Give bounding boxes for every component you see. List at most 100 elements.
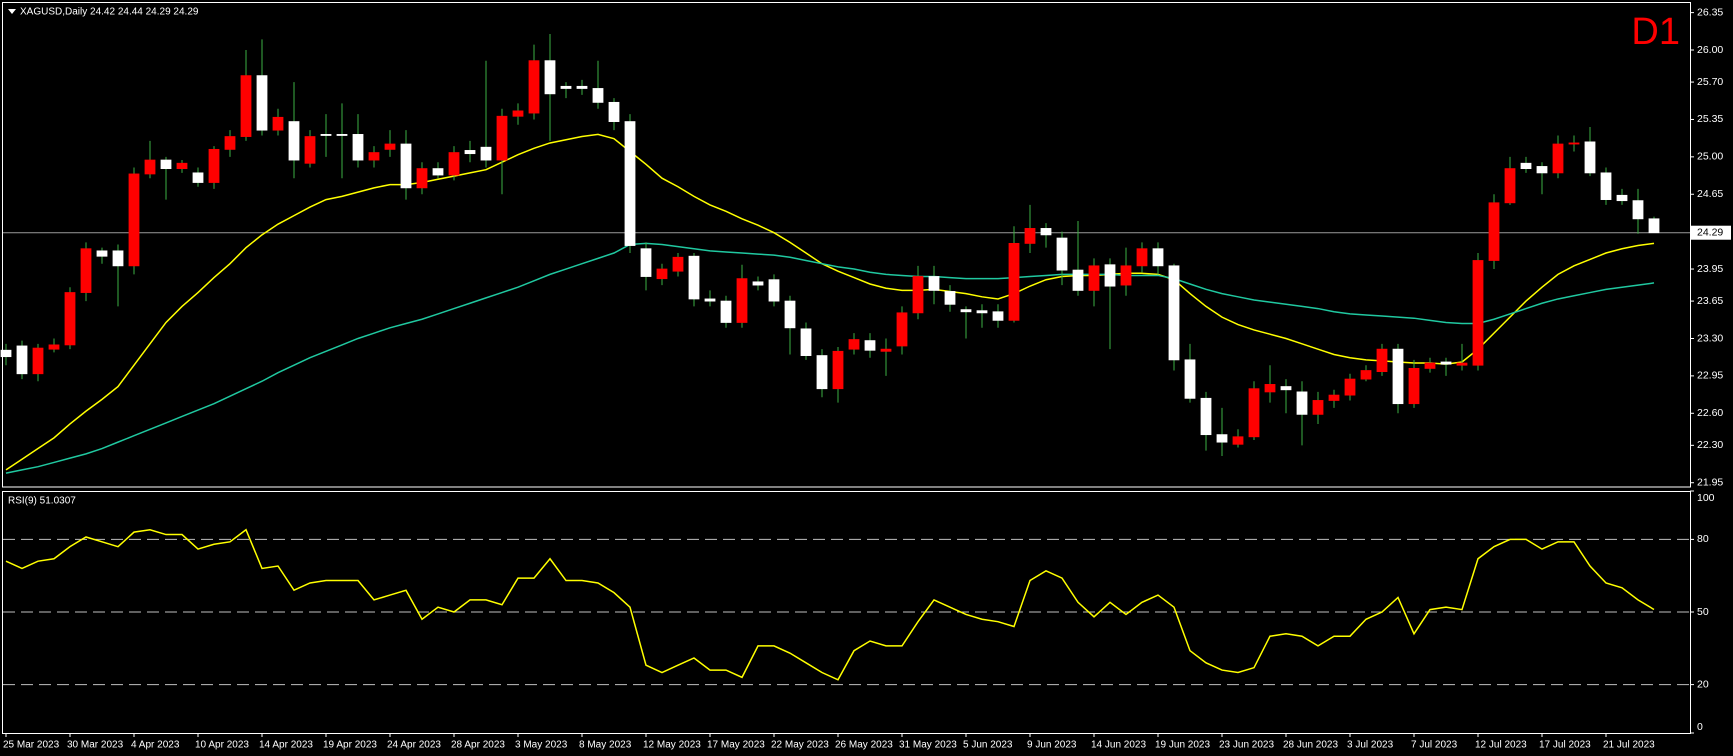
bearish-candle-body [16, 345, 28, 375]
bullish-candle-body [384, 143, 396, 150]
x-tick-label: 3 Jul 2023 [1347, 740, 1394, 751]
bearish-candle-body [1584, 141, 1596, 174]
bearish-candle-body [96, 250, 108, 257]
bearish-candle-body [192, 172, 204, 183]
bullish-candle-body [512, 110, 524, 117]
x-tick-label: 22 May 2023 [771, 740, 829, 751]
bearish-candle-body [464, 150, 476, 155]
bullish-candle-body [224, 136, 236, 150]
bearish-candle-body [800, 328, 812, 356]
x-tick-label: 4 Apr 2023 [131, 740, 180, 751]
bearish-candle-body [0, 349, 12, 358]
bearish-candle-body [1040, 228, 1052, 236]
bullish-candle-body [1232, 436, 1244, 445]
symbol-menu-arrow[interactable] [8, 9, 16, 14]
bullish-candle-body [1344, 378, 1356, 396]
bearish-candle-body [1104, 264, 1116, 287]
x-tick-label: 21 Jul 2023 [1603, 740, 1655, 751]
bearish-candle-body [1184, 359, 1196, 399]
bearish-candle-body [112, 250, 124, 267]
x-tick-label: 7 Jul 2023 [1411, 740, 1458, 751]
x-tick-label: 19 Apr 2023 [323, 740, 377, 751]
bearish-candle-body [624, 121, 636, 246]
bullish-candle-body [64, 292, 76, 346]
bearish-candle-body [352, 134, 364, 161]
bullish-candle-body [240, 75, 252, 137]
bullish-candle-body [1312, 400, 1324, 415]
bullish-candle-body [128, 173, 140, 267]
bullish-candle-body [448, 152, 460, 176]
bearish-candle-body [944, 291, 956, 305]
bullish-candle-body [1136, 248, 1148, 267]
bullish-candle-body [144, 159, 156, 175]
bullish-candle-body [880, 348, 892, 352]
x-tick-label: 5 Jun 2023 [963, 740, 1013, 751]
bearish-candle-body [992, 311, 1004, 321]
x-tick-label: 12 May 2023 [643, 740, 701, 751]
y-tick-label: 80 [1697, 533, 1709, 545]
bullish-candle-body [304, 136, 316, 164]
x-tick-label: 31 May 2023 [899, 740, 957, 751]
bearish-candle-body [576, 85, 588, 89]
moving-average-line [5, 242, 1655, 474]
x-tick-label: 14 Jun 2023 [1091, 740, 1146, 751]
bearish-candle-body [288, 121, 300, 161]
bearish-candle-body [960, 309, 972, 313]
current-price-label: 24.29 [1697, 226, 1723, 238]
bullish-candle-body [1456, 362, 1468, 366]
bullish-candle-body [1088, 265, 1100, 291]
y-tick-label: 22.95 [1697, 370, 1723, 382]
bullish-candle-body [912, 276, 924, 314]
x-tick-label: 28 Apr 2023 [451, 740, 505, 751]
y-tick-label: 26.35 [1697, 6, 1723, 18]
bearish-candle-body [864, 340, 876, 351]
bullish-candle-body [1552, 143, 1564, 174]
bearish-candle-body [1168, 265, 1180, 361]
bearish-candle-body [320, 134, 332, 136]
x-tick-label: 25 Mar 2023 [3, 740, 60, 751]
bearish-candle-body [1616, 194, 1628, 202]
y-tick-label: 26.00 [1697, 44, 1723, 56]
bearish-candle-body [640, 248, 652, 277]
bearish-candle-body [928, 276, 940, 291]
bearish-candle-body [816, 355, 828, 390]
y-tick-label: 100 [1697, 492, 1715, 504]
bullish-candle-body [1120, 265, 1132, 286]
bullish-candle-body [368, 152, 380, 161]
bearish-candle-body [1632, 200, 1644, 220]
bullish-candle-body [416, 168, 428, 189]
y-tick-label: 25.00 [1697, 151, 1723, 163]
y-tick-label: 25.70 [1697, 76, 1723, 88]
x-tick-label: 10 Apr 2023 [195, 740, 249, 751]
bullish-candle-body [48, 344, 60, 350]
y-tick-label: 50 [1697, 606, 1709, 618]
bullish-candle-body [1264, 384, 1276, 393]
rsi-title: RSI(9) 51.0307 [8, 496, 76, 507]
y-tick-label: 0 [1697, 721, 1703, 733]
bearish-candle-body [1536, 166, 1548, 174]
bearish-candle-body [976, 310, 988, 314]
bullish-candle-body [208, 148, 220, 183]
bullish-candle-body [1376, 348, 1388, 373]
bullish-candle-body [672, 256, 684, 272]
bullish-candle-body [656, 268, 668, 280]
x-tick-label: 17 Jul 2023 [1539, 740, 1591, 751]
bearish-candle-body [432, 168, 444, 176]
bullish-candle-body [1328, 394, 1340, 401]
x-tick-label: 9 Jun 2023 [1027, 740, 1077, 751]
bearish-candle-body [1296, 391, 1308, 415]
bullish-candle-body [32, 347, 44, 375]
x-tick-label: 24 Apr 2023 [387, 740, 441, 751]
bullish-candle-body [1488, 202, 1500, 261]
bearish-candle-body [688, 255, 700, 300]
y-tick-label: 23.30 [1697, 332, 1723, 344]
x-tick-label: 23 Jun 2023 [1219, 740, 1274, 751]
y-tick-label: 22.60 [1697, 407, 1723, 419]
current-price-box [1691, 225, 1731, 240]
rsi-line [5, 528, 1655, 681]
y-tick-label: 23.65 [1697, 295, 1723, 307]
bearish-candle-body [1152, 248, 1164, 267]
x-tick-label: 14 Apr 2023 [259, 740, 313, 751]
